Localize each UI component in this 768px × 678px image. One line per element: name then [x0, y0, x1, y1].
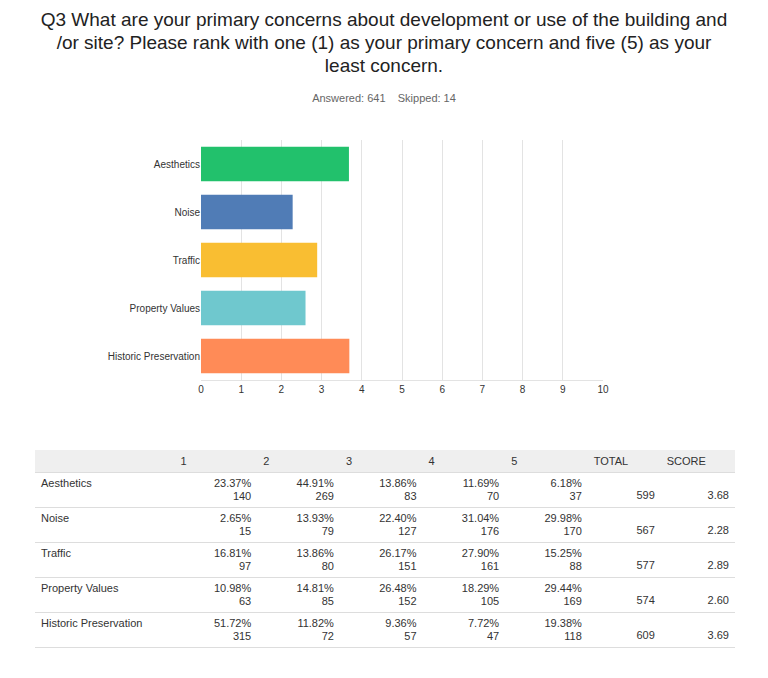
svg-text:1: 1	[238, 384, 244, 395]
html-text:63: 63	[239, 595, 252, 607]
html-text:5: 5	[511, 455, 518, 467]
svg-text:Traffic: Traffic	[173, 255, 200, 266]
svg-text:Aesthetics: Aesthetics	[154, 159, 200, 170]
html-text:3.68: 3.68	[707, 488, 729, 501]
html-text:315: 315	[232, 630, 252, 642]
html-text:72: 72	[321, 630, 334, 642]
html-text:SCORE: SCORE	[666, 455, 706, 467]
html-text:13.86%: 13.86%	[296, 547, 334, 559]
html-text:9.36%: 9.36%	[385, 617, 417, 629]
html-text:88: 88	[569, 560, 582, 572]
html-text:15.25%: 15.25%	[544, 547, 582, 559]
html-text:7.72%: 7.72%	[468, 617, 500, 629]
html-text:19.38%: 19.38%	[544, 617, 582, 629]
html-text:170: 170	[563, 525, 582, 537]
svg-text:3: 3	[319, 384, 325, 395]
html-text:152: 152	[398, 595, 417, 607]
svg-text:8: 8	[520, 384, 526, 395]
html-text:2.89: 2.89	[707, 558, 729, 571]
html-text:15: 15	[239, 525, 252, 537]
html-text:83: 83	[404, 490, 417, 502]
html-text:26.17%: 26.17%	[379, 547, 417, 559]
html-text:85: 85	[321, 595, 334, 607]
html-text:151: 151	[398, 560, 417, 572]
html-text:2.65%: 2.65%	[220, 512, 252, 524]
html-text:23.37%: 23.37%	[213, 477, 252, 489]
html-text:127: 127	[398, 525, 417, 537]
html-text:14.81%: 14.81%	[296, 582, 334, 594]
html-text:18.29%: 18.29%	[461, 582, 500, 594]
html-text:79: 79	[321, 525, 334, 537]
html-text:47: 47	[486, 630, 500, 642]
html-text:13.93%: 13.93%	[296, 512, 334, 524]
svg-text:7: 7	[480, 384, 486, 395]
svg-text:10: 10	[597, 384, 609, 395]
html-text:97: 97	[239, 560, 252, 572]
html-text:4: 4	[428, 455, 435, 467]
html-text:29.44%: 29.44%	[544, 582, 582, 594]
html-text:609: 609	[636, 628, 655, 641]
html-text:140: 140	[232, 490, 252, 502]
svg-text:0: 0	[198, 384, 204, 395]
html-text:599: 599	[636, 488, 655, 501]
html-text:169: 169	[563, 595, 582, 607]
html-text:2.60: 2.60	[707, 593, 729, 606]
html-text:118: 118	[564, 630, 582, 642]
html-text:11.69%: 11.69%	[462, 477, 500, 489]
html-text:31.04%: 31.04%	[461, 512, 500, 524]
html-text:16.81%: 16.81%	[213, 547, 252, 559]
svg-text:6: 6	[439, 384, 445, 395]
html-text:11.82%: 11.82%	[297, 617, 334, 629]
html-text:Property Values: Property Values	[41, 582, 119, 594]
svg-text:2: 2	[279, 384, 285, 395]
html-text:Q3 What are your primary conce: Q3 What are your primary concerns about …	[40, 9, 728, 76]
html-text:27.90%: 27.90%	[461, 547, 500, 559]
html-text:176: 176	[480, 525, 500, 537]
html-text:51.72%: 51.72%	[213, 617, 252, 629]
html-text:Aesthetics: Aesthetics	[41, 477, 92, 489]
svg-text:4: 4	[359, 384, 365, 395]
html-text:57: 57	[404, 630, 417, 642]
html-text:26.48%: 26.48%	[379, 582, 417, 594]
html-text:105: 105	[480, 595, 500, 607]
svg-text:9: 9	[560, 384, 566, 395]
svg-text:Noise: Noise	[174, 207, 200, 218]
html-text:567: 567	[636, 523, 655, 536]
svg-text:5: 5	[399, 384, 405, 395]
html-text:577: 577	[636, 558, 655, 571]
html-text:3.69: 3.69	[707, 628, 729, 641]
html-text:37: 37	[569, 490, 582, 502]
html-text:2: 2	[263, 455, 270, 467]
svg-text:Historic Preservation: Historic Preservation	[108, 351, 200, 362]
html-text:Historic Preservation: Historic Preservation	[41, 617, 143, 629]
html-text:Traffic: Traffic	[41, 547, 71, 559]
html-text:29.98%: 29.98%	[544, 512, 582, 524]
html-text:Noise: Noise	[41, 512, 70, 524]
html-text:1: 1	[180, 455, 187, 467]
html-text:3: 3	[345, 455, 352, 467]
html-text:22.40%: 22.40%	[379, 512, 417, 524]
html-text:44.91%: 44.91%	[296, 477, 334, 489]
html-text:6.18%: 6.18%	[550, 477, 582, 489]
html-text:70: 70	[486, 490, 500, 502]
html-text:269: 269	[315, 490, 334, 502]
html-text:80: 80	[321, 560, 334, 572]
html-text:161: 161	[480, 560, 500, 572]
html-text:10.98%: 10.98%	[213, 582, 252, 594]
html-text:2.28: 2.28	[707, 523, 729, 536]
html-text:574: 574	[636, 593, 655, 606]
html-text:TOTAL: TOTAL	[593, 455, 629, 467]
svg-text:Property Values: Property Values	[130, 303, 200, 314]
html-text:13.86%: 13.86%	[379, 477, 417, 489]
html-text:Answered: 641 Skipped: 14: Answered: 641 Skipped: 14	[312, 92, 456, 104]
